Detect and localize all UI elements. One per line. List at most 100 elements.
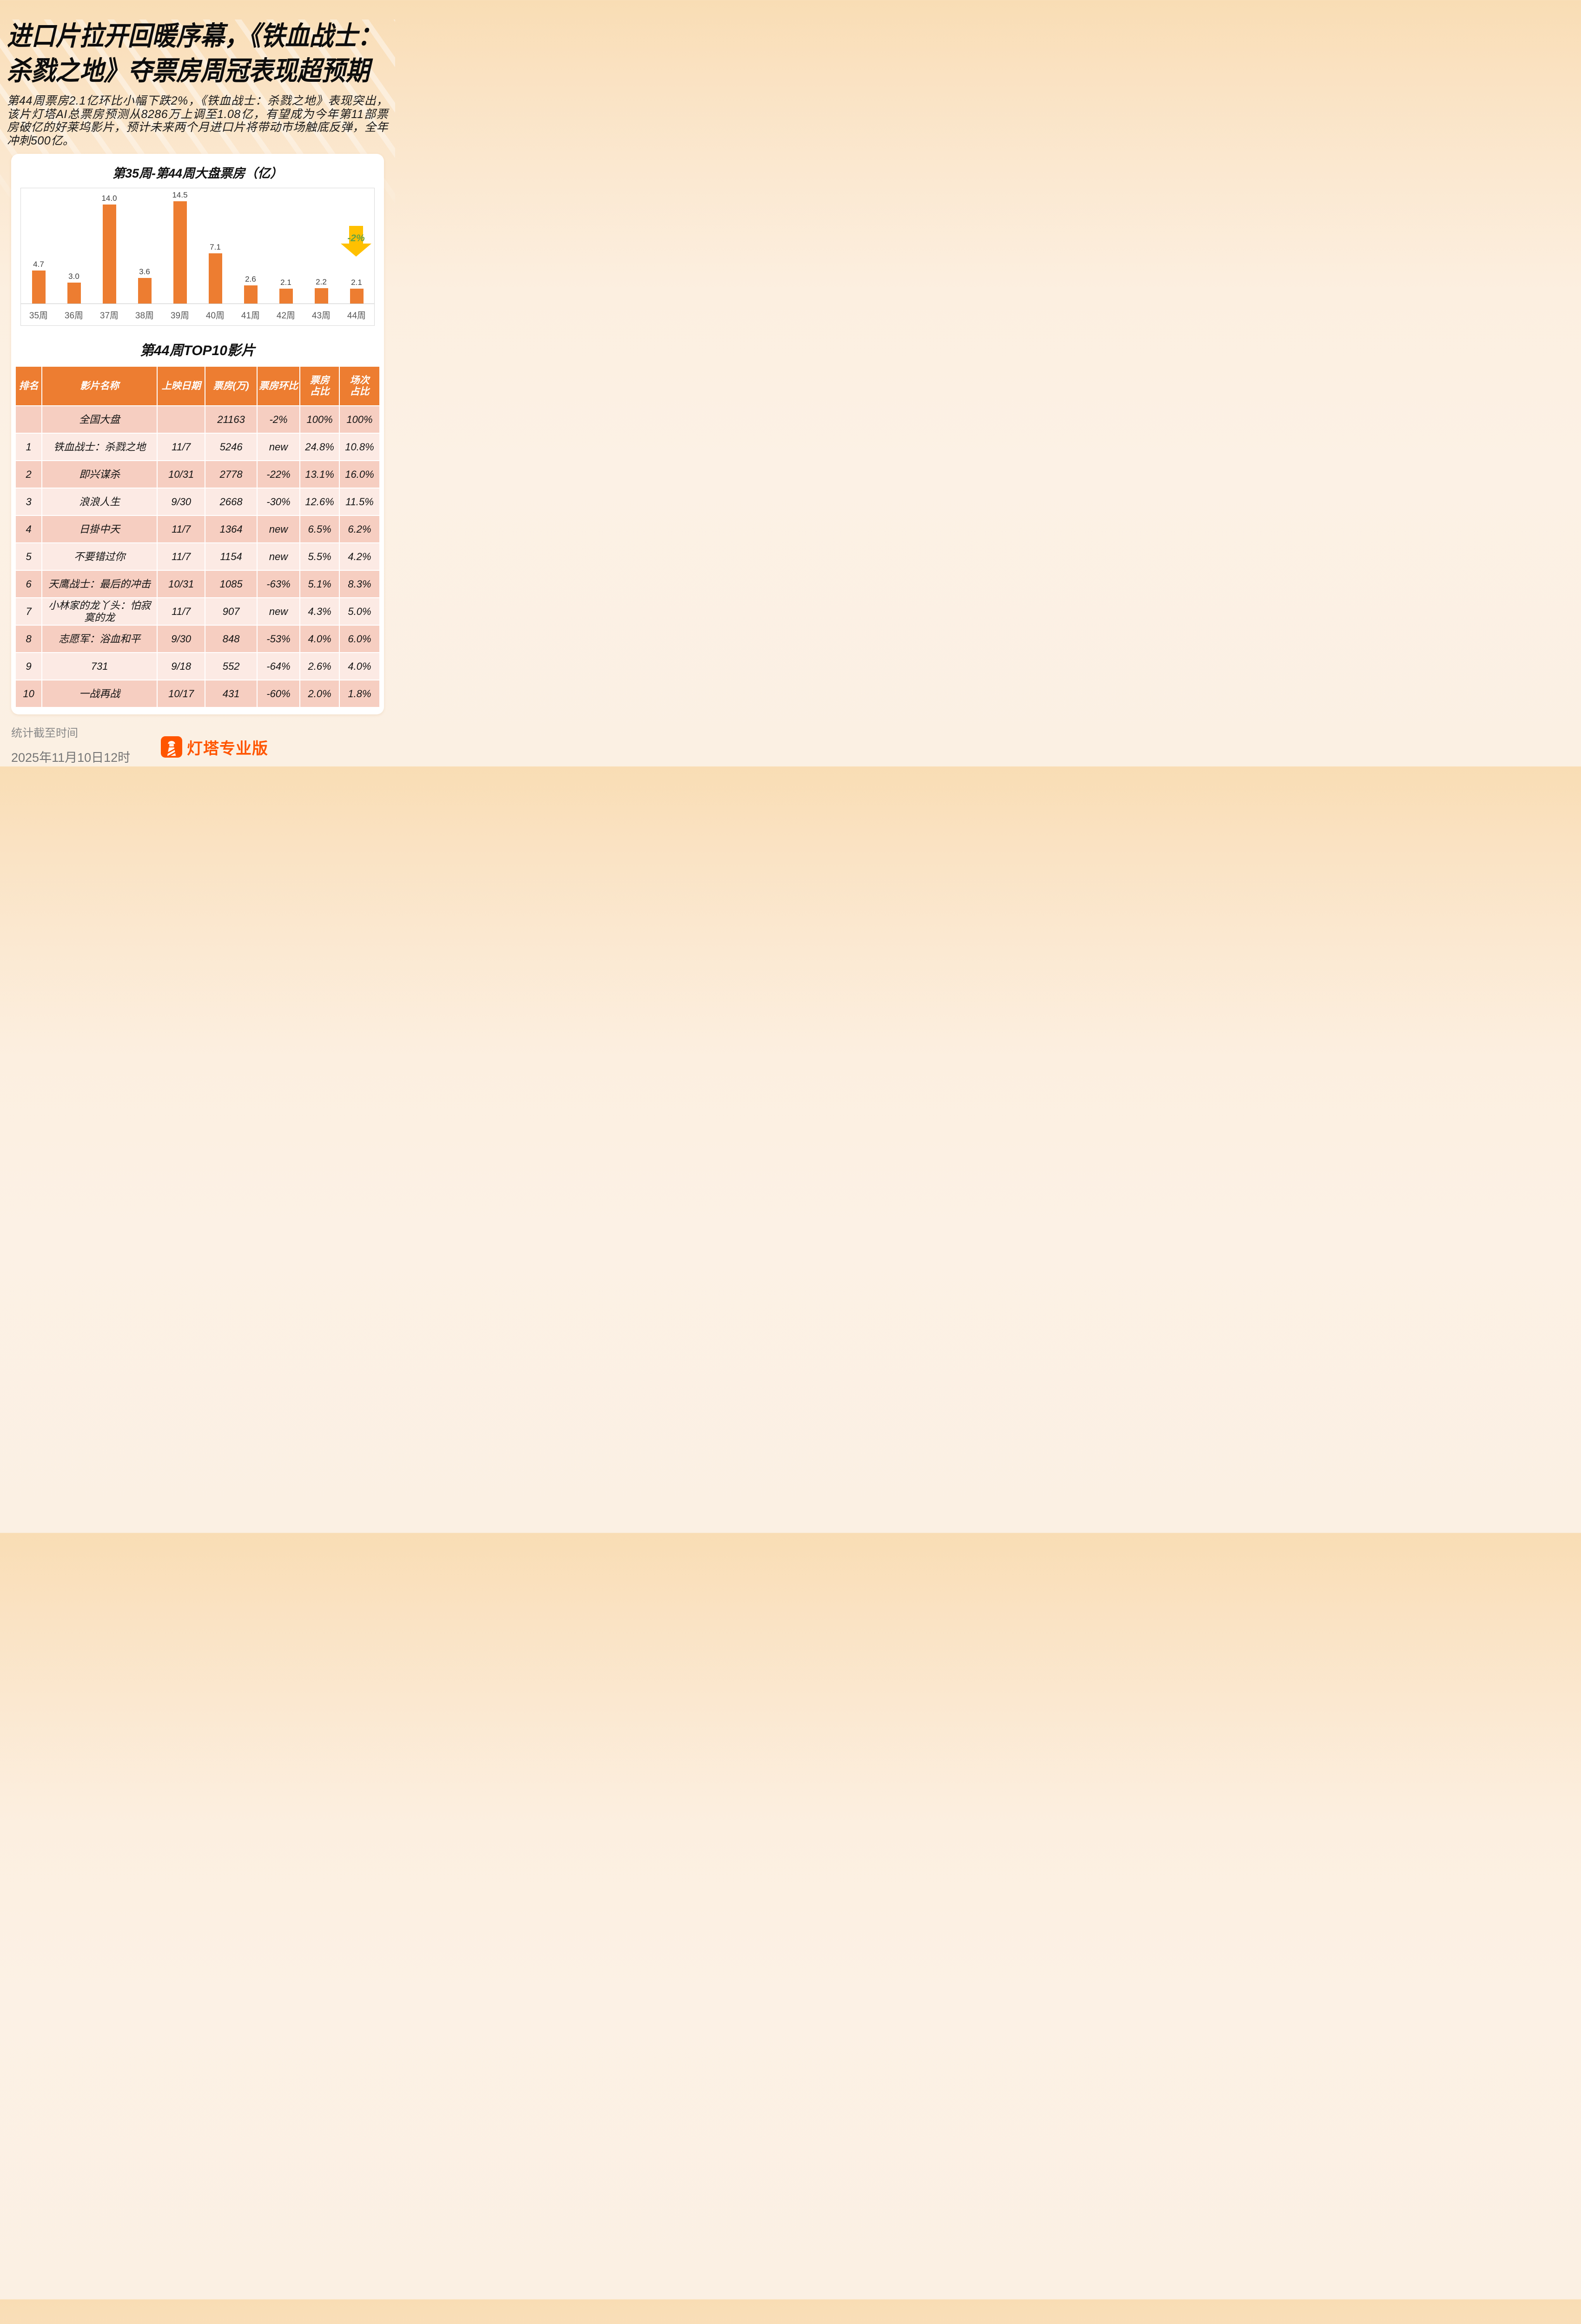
chart-bar-column: 2.6 [233,275,268,304]
boxoffice-cell: 1364 [205,515,258,544]
boxoffice-share-cell: 4.0% [299,625,340,654]
wow-change-cell: -30% [256,488,301,516]
x-axis-tick-label: 38周 [135,310,154,321]
rank-cell: 10 [14,680,43,708]
table-title: 第44周TOP10影片 [140,343,255,359]
bar-value-label: 2.1 [280,278,291,287]
table-header-cell: 场次 占比 [338,366,381,407]
table-row: 全国大盘 21163 -2% 100% 100% [14,405,381,434]
release-date-cell: 9/30 [156,625,206,654]
release-date-cell: 11/7 [156,542,206,571]
boxoffice-share-cell: 2.6% [299,652,340,681]
boxoffice-share-cell: 13.1% [299,460,340,489]
chart-plot: -2% 4.7 3.0 14.0 3.6 14.5 7.1 2.6 2.1 2.2 2.1 [21,188,374,304]
boxoffice-share-cell: 12.6% [299,488,340,516]
chart-bar-column: 3.0 [56,272,92,304]
table-row: 4 日掛中天 11/7 1364 new 6.5% 6.2% [14,515,381,544]
movie-name-cell: 731 [41,652,158,681]
brand-name: 灯塔专业版 [187,739,268,758]
table-row: 5 不要错过你 11/7 1154 new 5.5% 4.2% [14,542,381,571]
table-header-cell: 排名 [14,366,43,407]
drop-arrow-annotation: -2% [341,226,371,257]
wow-change-cell: -64% [256,652,301,681]
boxoffice-cell: 1154 [205,542,258,571]
boxoffice-share-cell: 5.5% [299,542,340,571]
chart-title: 第35周-第44周大盘票房（亿） [112,166,283,181]
movie-name-cell: 志愿军：浴血和平 [41,625,158,654]
wow-change-cell: new [256,597,301,626]
boxoffice-share-cell: 2.0% [299,680,340,708]
table-row: 9 731 9/18 552 -64% 2.6% 4.0% [14,652,381,681]
down-arrow-icon [341,226,371,257]
stats-cutoff-time: 2025年11月10日12时 [11,751,131,765]
wow-change-cell: -63% [256,570,301,599]
release-date-cell: 9/30 [156,488,206,516]
bar-value-label: 2.6 [245,274,256,284]
bar-value-label: 2.2 [316,277,327,286]
chart-bar [279,289,293,304]
boxoffice-cell: 2668 [205,488,258,516]
poster-page: 进口片拉开回暖序幕，《铁血战士： 杀戮之地》夺票房周冠表现超预期 第44周票房2… [0,20,395,766]
top10-table: 排名 影片名称 上映日期 票房(万) 票房环比 票房 占比 场次 占比 全国大盘 21163-… [14,366,381,708]
session-share-cell: 4.2% [338,542,381,571]
lighthouse-logo-icon [161,736,182,758]
session-share-cell: 6.2% [338,515,381,544]
wow-change-cell: -53% [256,625,301,654]
boxoffice-share-cell: 4.3% [299,597,340,626]
release-date-cell: 10/31 [156,460,206,489]
chart-bar-column: 14.5 [162,191,198,304]
x-axis-tick-label: 37周 [99,310,119,321]
table-row: 3 浪浪人生 9/30 2668 -30% 12.6% 11.5% [14,488,381,516]
x-axis-tick-label: 40周 [205,310,225,321]
weekly-boxoffice-chart: -2% 4.7 3.0 14.0 3.6 14.5 7.1 2.6 2.1 2.2 2.1 35周… [20,188,375,326]
page-title-line-2: 杀戮之地》夺票房周冠表现超预期 [7,56,370,86]
chart-bar [102,205,116,304]
rank-cell: 5 [14,542,43,571]
boxoffice-cell: 2778 [205,460,258,489]
drop-arrow-label: -2% [347,233,365,244]
chart-bar [173,201,187,304]
boxoffice-cell: 21163 [205,405,258,434]
bar-value-label: 4.7 [33,259,44,269]
wow-change-cell: new [256,515,301,544]
boxoffice-share-cell: 6.5% [299,515,340,544]
table-row: 2 即兴谋杀 10/31 2778 -22% 13.1% 16.0% [14,460,381,489]
boxoffice-cell: 431 [205,680,258,708]
session-share-cell: 8.3% [338,570,381,599]
rank-cell: 3 [14,488,43,516]
release-date-cell: 11/7 [156,515,206,544]
release-date-cell [156,405,206,434]
content-card: 第35周-第44周大盘票房（亿） -2% 4.7 3.0 14.0 3.6 14.5 7.… [11,154,384,715]
movie-name-cell: 天鹰战士：最后的冲击 [41,570,158,599]
release-date-cell: 9/18 [156,652,206,681]
rank-cell: 7 [14,597,43,626]
chart-bar [67,282,81,304]
chart-bar-column: 14.0 [92,194,127,304]
table-header-cell: 票房 占比 [299,366,340,407]
intro-paragraph: 第44周票房2.1亿环比小幅下跌2%，《铁血战士：杀戮之地》表现突出，该片灯塔A… [7,94,388,147]
session-share-cell: 16.0% [338,460,381,489]
bar-value-label: 14.0 [101,194,117,203]
footer: 统计截至时间 2025年11月10日12时 灯塔专业版 [11,724,384,766]
x-axis-tick-label: 42周 [276,310,296,321]
boxoffice-share-cell: 100% [299,405,340,434]
table-row: 7 小林家的龙丫头：怕寂寞的龙 11/7 907 new 4.3% 5.0% [14,597,381,626]
table-row: 6 天鹰战士：最后的冲击 10/31 1085 -63% 5.1% 8.3% [14,570,381,599]
chart-bar [208,253,222,304]
x-axis-tick-label: 43周 [311,310,331,321]
boxoffice-cell: 848 [205,625,258,654]
movie-name-cell: 即兴谋杀 [41,460,158,489]
table-header-cell: 票房环比 [256,366,301,407]
bar-value-label: 3.0 [68,271,79,281]
boxoffice-share-cell: 5.1% [299,570,340,599]
rank-cell: 2 [14,460,43,489]
table-row: 10 一战再战 10/17 431 -60% 2.0% 1.8% [14,680,381,708]
footer-left: 统计截至时间 2025年11月10日12时 [11,724,151,766]
chart-bar-column: 3.6 [127,267,162,304]
rank-cell: 4 [14,515,43,544]
session-share-cell: 10.8% [338,433,381,462]
bar-value-label: 2.1 [351,278,362,287]
movie-name-cell: 一战再战 [41,680,158,708]
chart-bar [350,289,364,304]
rank-cell [14,405,43,434]
